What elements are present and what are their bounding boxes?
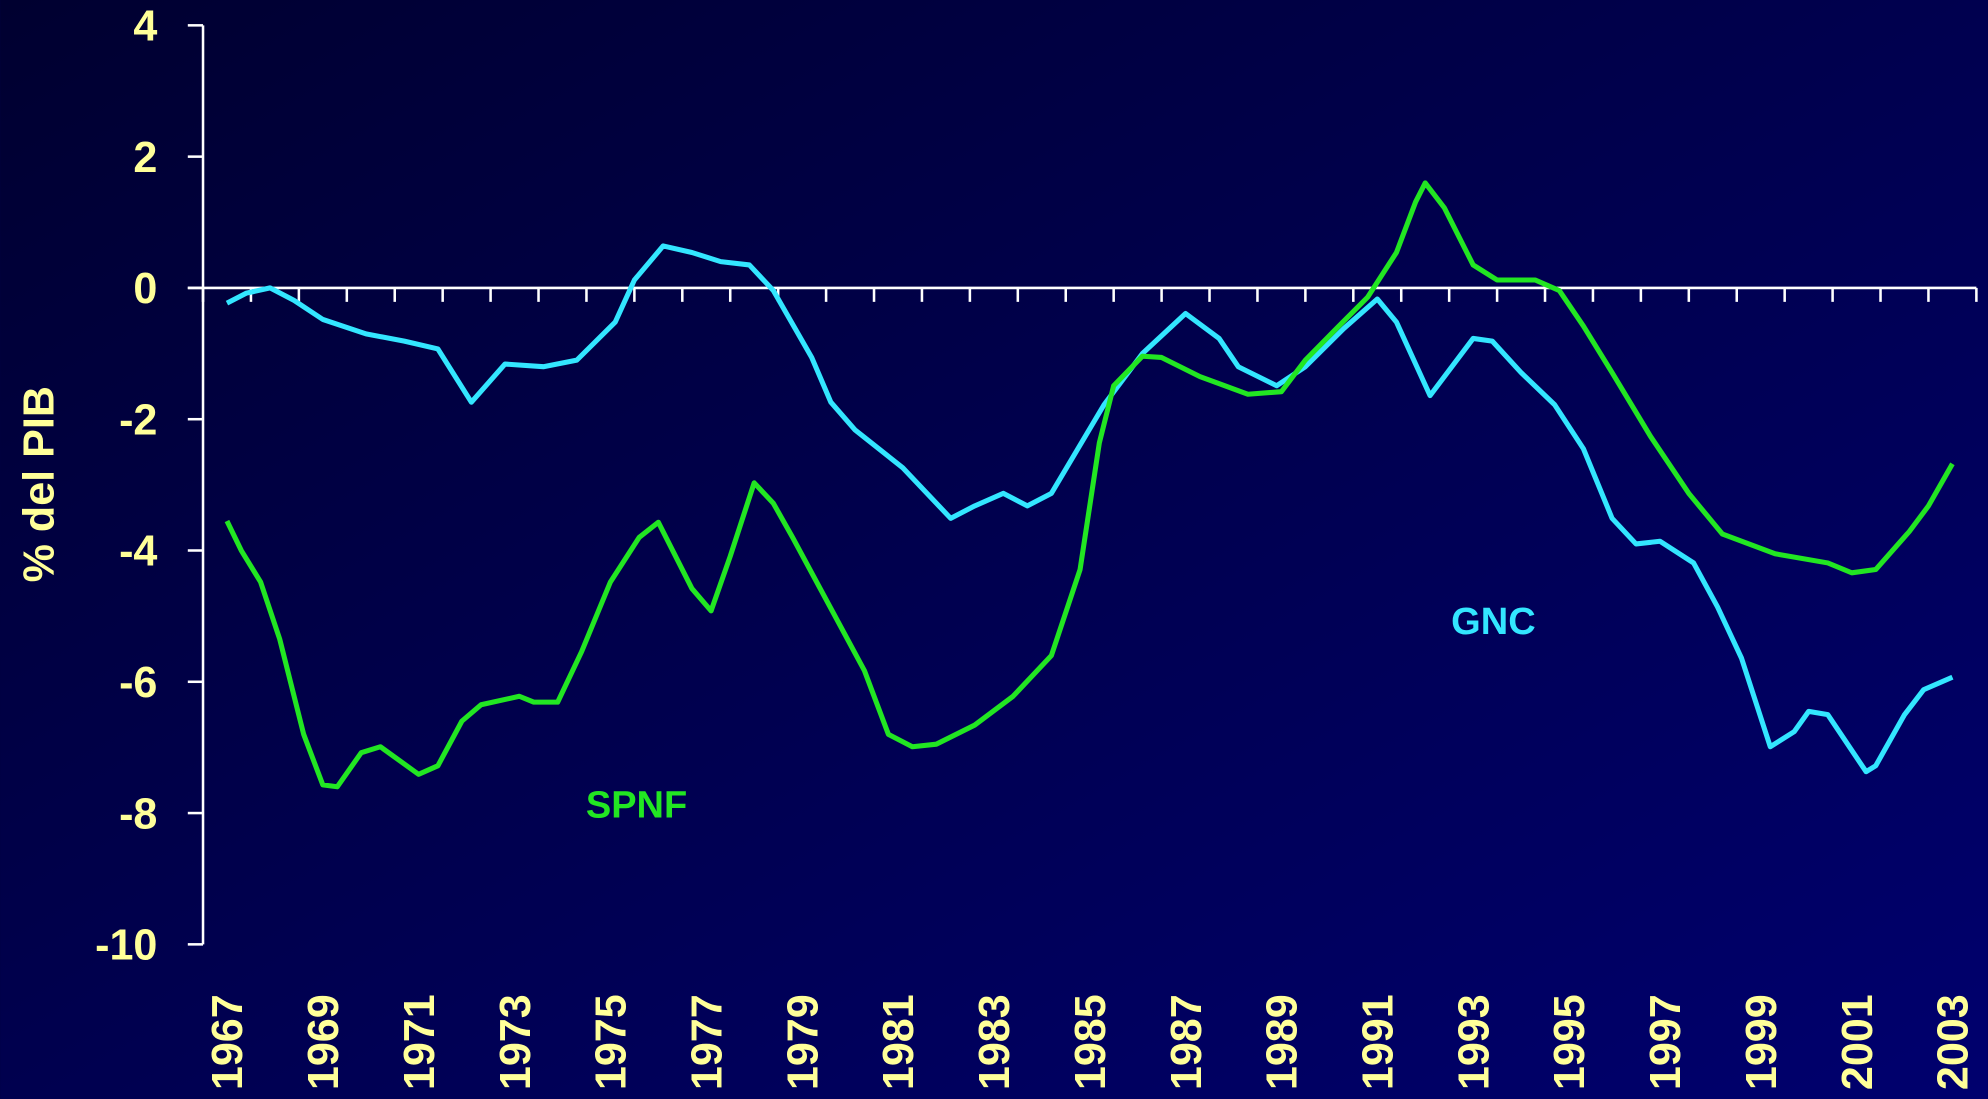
x-tick-label: 1985 bbox=[1067, 994, 1115, 1090]
y-tick-label: -8 bbox=[119, 790, 157, 838]
x-tick-label: 1977 bbox=[683, 994, 731, 1090]
x-tick-label: 1967 bbox=[204, 994, 252, 1090]
x-tick-label: 1989 bbox=[1259, 994, 1307, 1090]
y-tick-label: -4 bbox=[119, 528, 157, 576]
y-tick-label: -6 bbox=[119, 659, 157, 707]
x-tick-label: 1979 bbox=[779, 994, 827, 1090]
x-tick-label: 1971 bbox=[396, 994, 444, 1090]
x-tick-label: 2003 bbox=[1930, 994, 1978, 1090]
line bbox=[225, 243, 1954, 775]
y-tick-label: 2 bbox=[133, 134, 157, 182]
x-tick-label: 1969 bbox=[300, 994, 348, 1090]
x-tick-label: 1983 bbox=[971, 994, 1019, 1090]
x-tick-label: 1999 bbox=[1738, 994, 1786, 1090]
x-tick-label: 1981 bbox=[875, 994, 923, 1090]
x-tick-label: 1995 bbox=[1546, 994, 1594, 1090]
series-label: GNC bbox=[1451, 601, 1535, 643]
x-tick-label: 1973 bbox=[492, 994, 540, 1090]
line bbox=[224, 180, 1955, 790]
x-tick-label: 1991 bbox=[1354, 994, 1402, 1090]
series-label: SPNF bbox=[586, 785, 687, 827]
x-tick-label: 1993 bbox=[1450, 994, 1498, 1090]
x-tick-label: 1987 bbox=[1163, 994, 1211, 1090]
y-tick-label: -10 bbox=[95, 922, 157, 970]
y-axis-label: % del PIB bbox=[15, 386, 63, 582]
y-tick-label: 4 bbox=[133, 3, 157, 51]
y-tick-label: 0 bbox=[133, 265, 157, 313]
x-tick-label: 2001 bbox=[1834, 994, 1882, 1090]
x-tick-label: 1997 bbox=[1642, 994, 1690, 1090]
x-tick-label: 1975 bbox=[588, 994, 636, 1090]
y-tick-label: -2 bbox=[119, 396, 157, 444]
